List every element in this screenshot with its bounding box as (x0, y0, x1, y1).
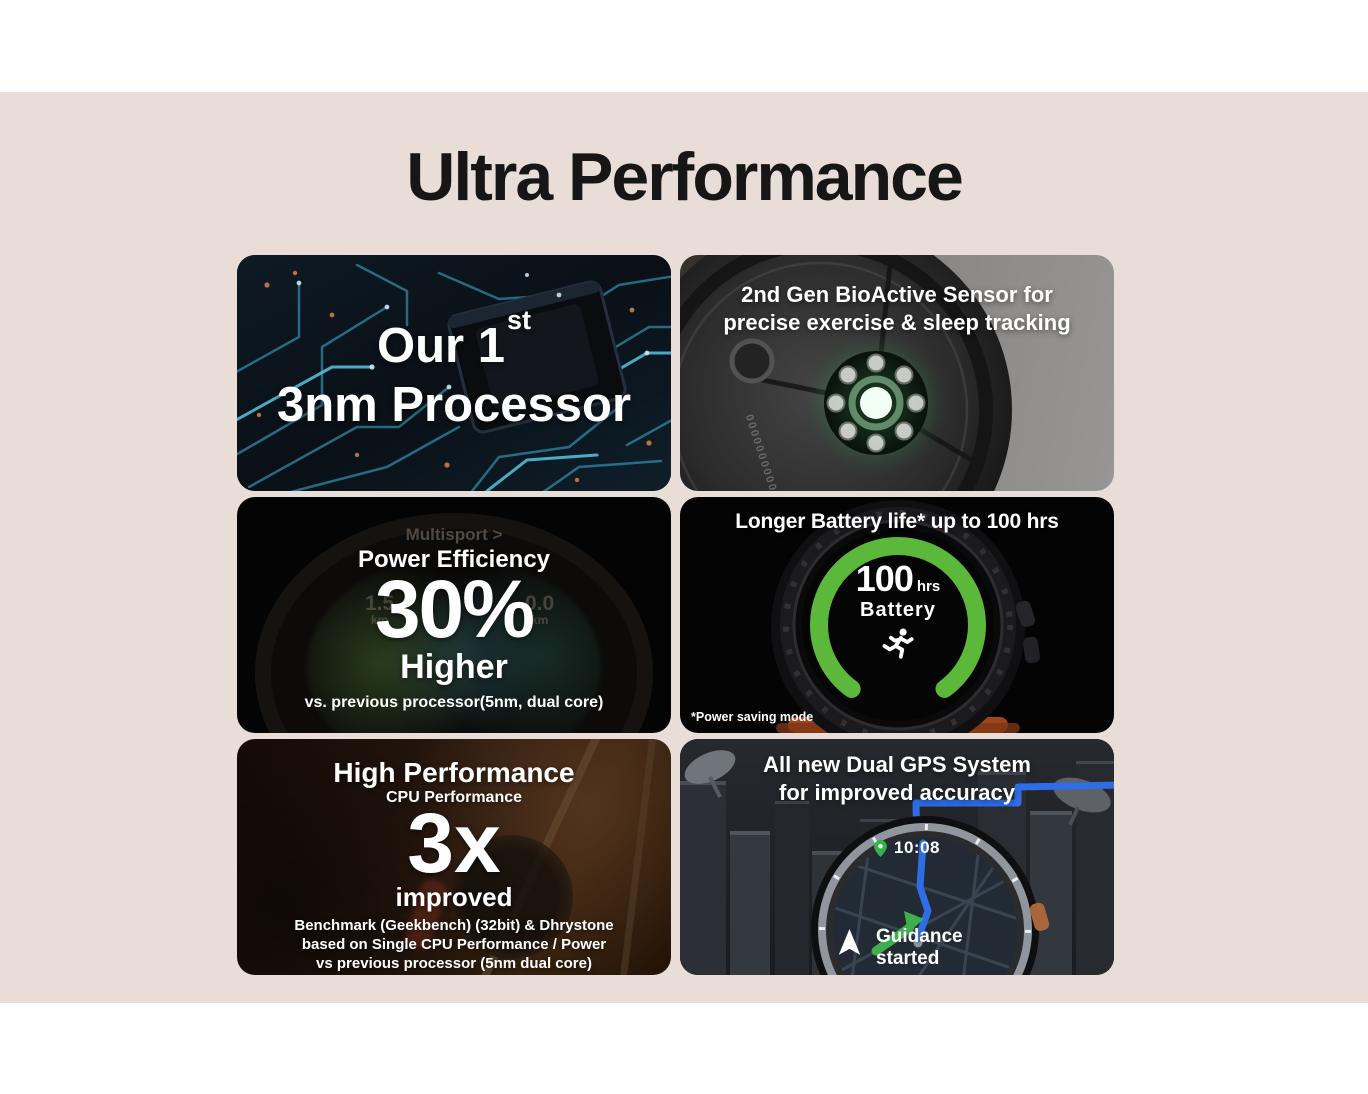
efficiency-emphasis: Higher (400, 648, 508, 686)
cpu-footnote-line1: Benchmark (Geekbench) (32bit) & Dhryston… (294, 917, 614, 934)
watch-metric-unit: km (370, 613, 389, 627)
card-processor: Our 1st 3nm Processor (237, 255, 671, 491)
route-line-screen (914, 839, 932, 943)
gps-time: 10:08 (894, 838, 940, 857)
sensor-heading-line1: 2nd Gen BioActive Sensor for (741, 282, 1053, 307)
watch-metric-unit: km (530, 613, 549, 627)
card-sensor: 0000000000 2nd Gen BioActive Sensor for … (680, 255, 1114, 491)
sensor-heading-line2: precise exercise & sleep tracking (723, 309, 1071, 335)
battery-watch-art (771, 500, 1040, 733)
navigation-arrow-icon (838, 929, 861, 955)
map-art (833, 838, 1017, 975)
gps-city-art (680, 739, 1114, 975)
gps-status: Guidance started (876, 926, 963, 971)
watch-crown-art (1015, 600, 1036, 627)
gps-status-line2: started (876, 948, 940, 970)
processor-headline-line2: 3nm Processor (276, 377, 632, 432)
battery-gauge-readout: 100 hrs (798, 561, 998, 597)
card-efficiency: Multisport > 1.5 km 0.0 km Power Efficie… (237, 497, 671, 733)
processor-headline-prefix: Our 1 (377, 319, 505, 373)
processor-headline: Our 1st 3nm Processor (237, 305, 671, 435)
gps-heading-line2: for improved accuracy (779, 779, 1015, 805)
efficiency-label: Power Efficiency (357, 546, 551, 573)
card-cpu: High Performance CPU Performance 3x impr… (237, 739, 671, 975)
cpu-footnote: Benchmark (Geekbench) (32bit) & Dhryston… (237, 916, 671, 974)
gps-heading-line1: All new Dual GPS System (763, 752, 1031, 777)
runner-icon (882, 628, 914, 659)
cpu-footnote-line2: based on Single CPU Performance / Power (301, 936, 607, 954)
watch-menu-label: Multisport > (405, 525, 503, 544)
chip-art (447, 280, 627, 434)
cpu-heading: High Performance (333, 757, 575, 788)
feature-grid: Our 1st 3nm Processor (237, 255, 1114, 975)
bezel-ticks-art (819, 824, 1031, 975)
gps-time-row: 10:08 (874, 838, 940, 858)
location-pin-icon (874, 839, 887, 857)
watch-metric-value: 0.0 (525, 592, 555, 615)
battery-footnote: *Power saving mode (691, 710, 814, 724)
circuit-board-art (237, 255, 671, 491)
watch-metric: 0.0 km (525, 593, 554, 626)
card-battery: Longer Battery life* up to 100 hrs 100 hr… (680, 497, 1114, 733)
watch-back-art (680, 255, 1012, 491)
battery-unit: hrs (916, 578, 941, 595)
sensor-heading: 2nd Gen BioActive Sensor for precise exe… (680, 281, 1114, 336)
dimmed-watch-art (449, 835, 573, 959)
watch-button-hole (729, 338, 775, 384)
gps-status-row: Guidance started (836, 926, 963, 971)
battery-gauge-arc (810, 537, 986, 713)
gps-heading: All new Dual GPS System for improved acc… (680, 751, 1114, 806)
gps-status-line1: Guidance (876, 926, 963, 947)
card-gps: All new Dual GPS System for improved acc… (680, 739, 1114, 975)
watch-metric-value: 1.5 (365, 592, 395, 615)
efficiency-footnote: vs. previous processor(5nm, dual core) (304, 694, 604, 711)
watch-crown-art (1029, 902, 1050, 931)
battery-heading: Longer Battery life* up to 100 hrs (735, 510, 1059, 533)
battery-label: Battery (860, 599, 936, 621)
dimmed-watch-screen (307, 557, 601, 733)
cpu-emphasis: improved (395, 882, 513, 912)
processor-headline-ordinal: st (506, 304, 531, 335)
watch-metric: 1.5 km (365, 593, 394, 626)
efficiency-value: 30% (374, 564, 535, 655)
cpu-footnote-line3: vs previous processor (5nm dual core) (316, 955, 592, 973)
processor-headline-line1: Our 1st (237, 305, 671, 376)
cpu-value: 3x (407, 796, 501, 890)
page-title: Ultra Performance (406, 139, 964, 215)
cpu-subheading: CPU Performance (385, 789, 523, 806)
battery-value: 100 (855, 558, 914, 599)
sensor-led-holes (826, 353, 926, 453)
